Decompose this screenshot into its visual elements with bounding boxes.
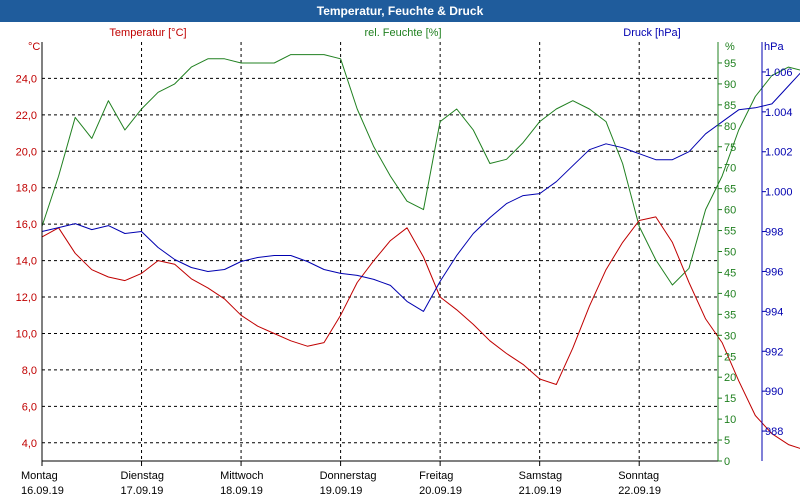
x-tick-day-label: Dienstag: [121, 470, 164, 482]
humidity-tick-label: 75: [724, 142, 736, 154]
humidity-tick-label: 60: [724, 205, 736, 217]
humidity-axis-title: rel. Feuchte [%]: [364, 27, 441, 39]
humidity-tick-label: 80: [724, 121, 736, 133]
pressure-tick-label: 998: [765, 227, 783, 239]
pressure-tick-label: 1.006: [765, 67, 793, 79]
humidity-tick-label: 25: [724, 351, 736, 363]
humidity-tick-label: 85: [724, 100, 736, 112]
temperature-unit-label: °C: [28, 41, 40, 53]
humidity-tick-label: 90: [724, 79, 736, 91]
x-tick-date-label: 19.09.19: [320, 485, 363, 497]
x-tick-date-label: 16.09.19: [21, 485, 64, 497]
temperature-tick-label: 14,0: [16, 256, 37, 268]
temperature-tick-label: 10,0: [16, 328, 37, 340]
series: [41, 54, 800, 449]
humidity-tick-label: 35: [724, 309, 736, 321]
temperature-line: [41, 216, 800, 449]
humidity-tick-label: 30: [724, 330, 736, 342]
temperature-tick-label: 18,0: [16, 183, 37, 195]
temperature-tick-label: 22,0: [16, 110, 37, 122]
humidity-tick-label: 40: [724, 288, 736, 300]
chart-title: Temperatur, Feuchte & Druck: [0, 0, 800, 22]
pressure-tick-label: 1.002: [765, 147, 793, 159]
pressure-tick-label: 992: [765, 346, 783, 358]
pressure-tick-label: 1.004: [765, 107, 793, 119]
humidity-tick-label: 65: [724, 184, 736, 196]
humidity-tick-label: 55: [724, 226, 736, 238]
x-tick-day-label: Montag: [21, 470, 58, 482]
temperature-tick-label: 4,0: [22, 438, 37, 450]
humidity-line: [41, 54, 800, 286]
temperature-tick-label: 16,0: [16, 219, 37, 231]
x-tick-day-label: Mittwoch: [220, 470, 263, 482]
humidity-tick-label: 0: [724, 456, 730, 468]
humidity-tick-label: 5: [724, 435, 730, 447]
pressure-tick-label: 994: [765, 306, 783, 318]
humidity-unit-label: %: [725, 41, 735, 53]
temperature-axis-title: Temperatur [°C]: [109, 27, 186, 39]
humidity-tick-label: 70: [724, 163, 736, 175]
grid: [42, 42, 718, 461]
x-tick-day-label: Sonntag: [618, 470, 659, 482]
x-tick-date-label: 18.09.19: [220, 485, 263, 497]
temperature-tick-label: 8,0: [22, 365, 37, 377]
pressure-unit-label: hPa: [764, 41, 784, 53]
humidity-tick-label: 10: [724, 414, 736, 426]
x-tick-date-label: 20.09.19: [419, 485, 462, 497]
x-tick-day-label: Samstag: [519, 470, 562, 482]
temperature-tick-label: 6,0: [22, 401, 37, 413]
pressure-tick-label: 1.000: [765, 187, 793, 199]
temperature-tick-label: 12,0: [16, 292, 37, 304]
pressure-tick-label: 988: [765, 426, 783, 438]
humidity-tick-label: 50: [724, 247, 736, 259]
pressure-line: [41, 72, 800, 312]
temperature-tick-label: 20,0: [16, 146, 37, 158]
x-tick-date-label: 17.09.19: [121, 485, 164, 497]
humidity-tick-label: 15: [724, 393, 736, 405]
pressure-tick-label: 990: [765, 386, 783, 398]
x-tick-date-label: 21.09.19: [519, 485, 562, 497]
x-tick-day-label: Freitag: [419, 470, 453, 482]
axes: 4,0 6,0 8,0 10,0 12,0 14,0 16,0 18,0 20,0 22,0 24,…: [16, 27, 793, 497]
pressure-axis-title: Druck [hPa]: [623, 27, 680, 39]
pressure-tick-label: 996: [765, 266, 783, 278]
humidity-tick-label: 95: [724, 58, 736, 70]
x-tick-day-label: Donnerstag: [320, 470, 377, 482]
temperature-tick-label: 24,0: [16, 73, 37, 85]
humidity-tick-label: 45: [724, 267, 736, 279]
humidity-tick-label: 20: [724, 372, 736, 384]
x-tick-date-label: 22.09.19: [618, 485, 661, 497]
